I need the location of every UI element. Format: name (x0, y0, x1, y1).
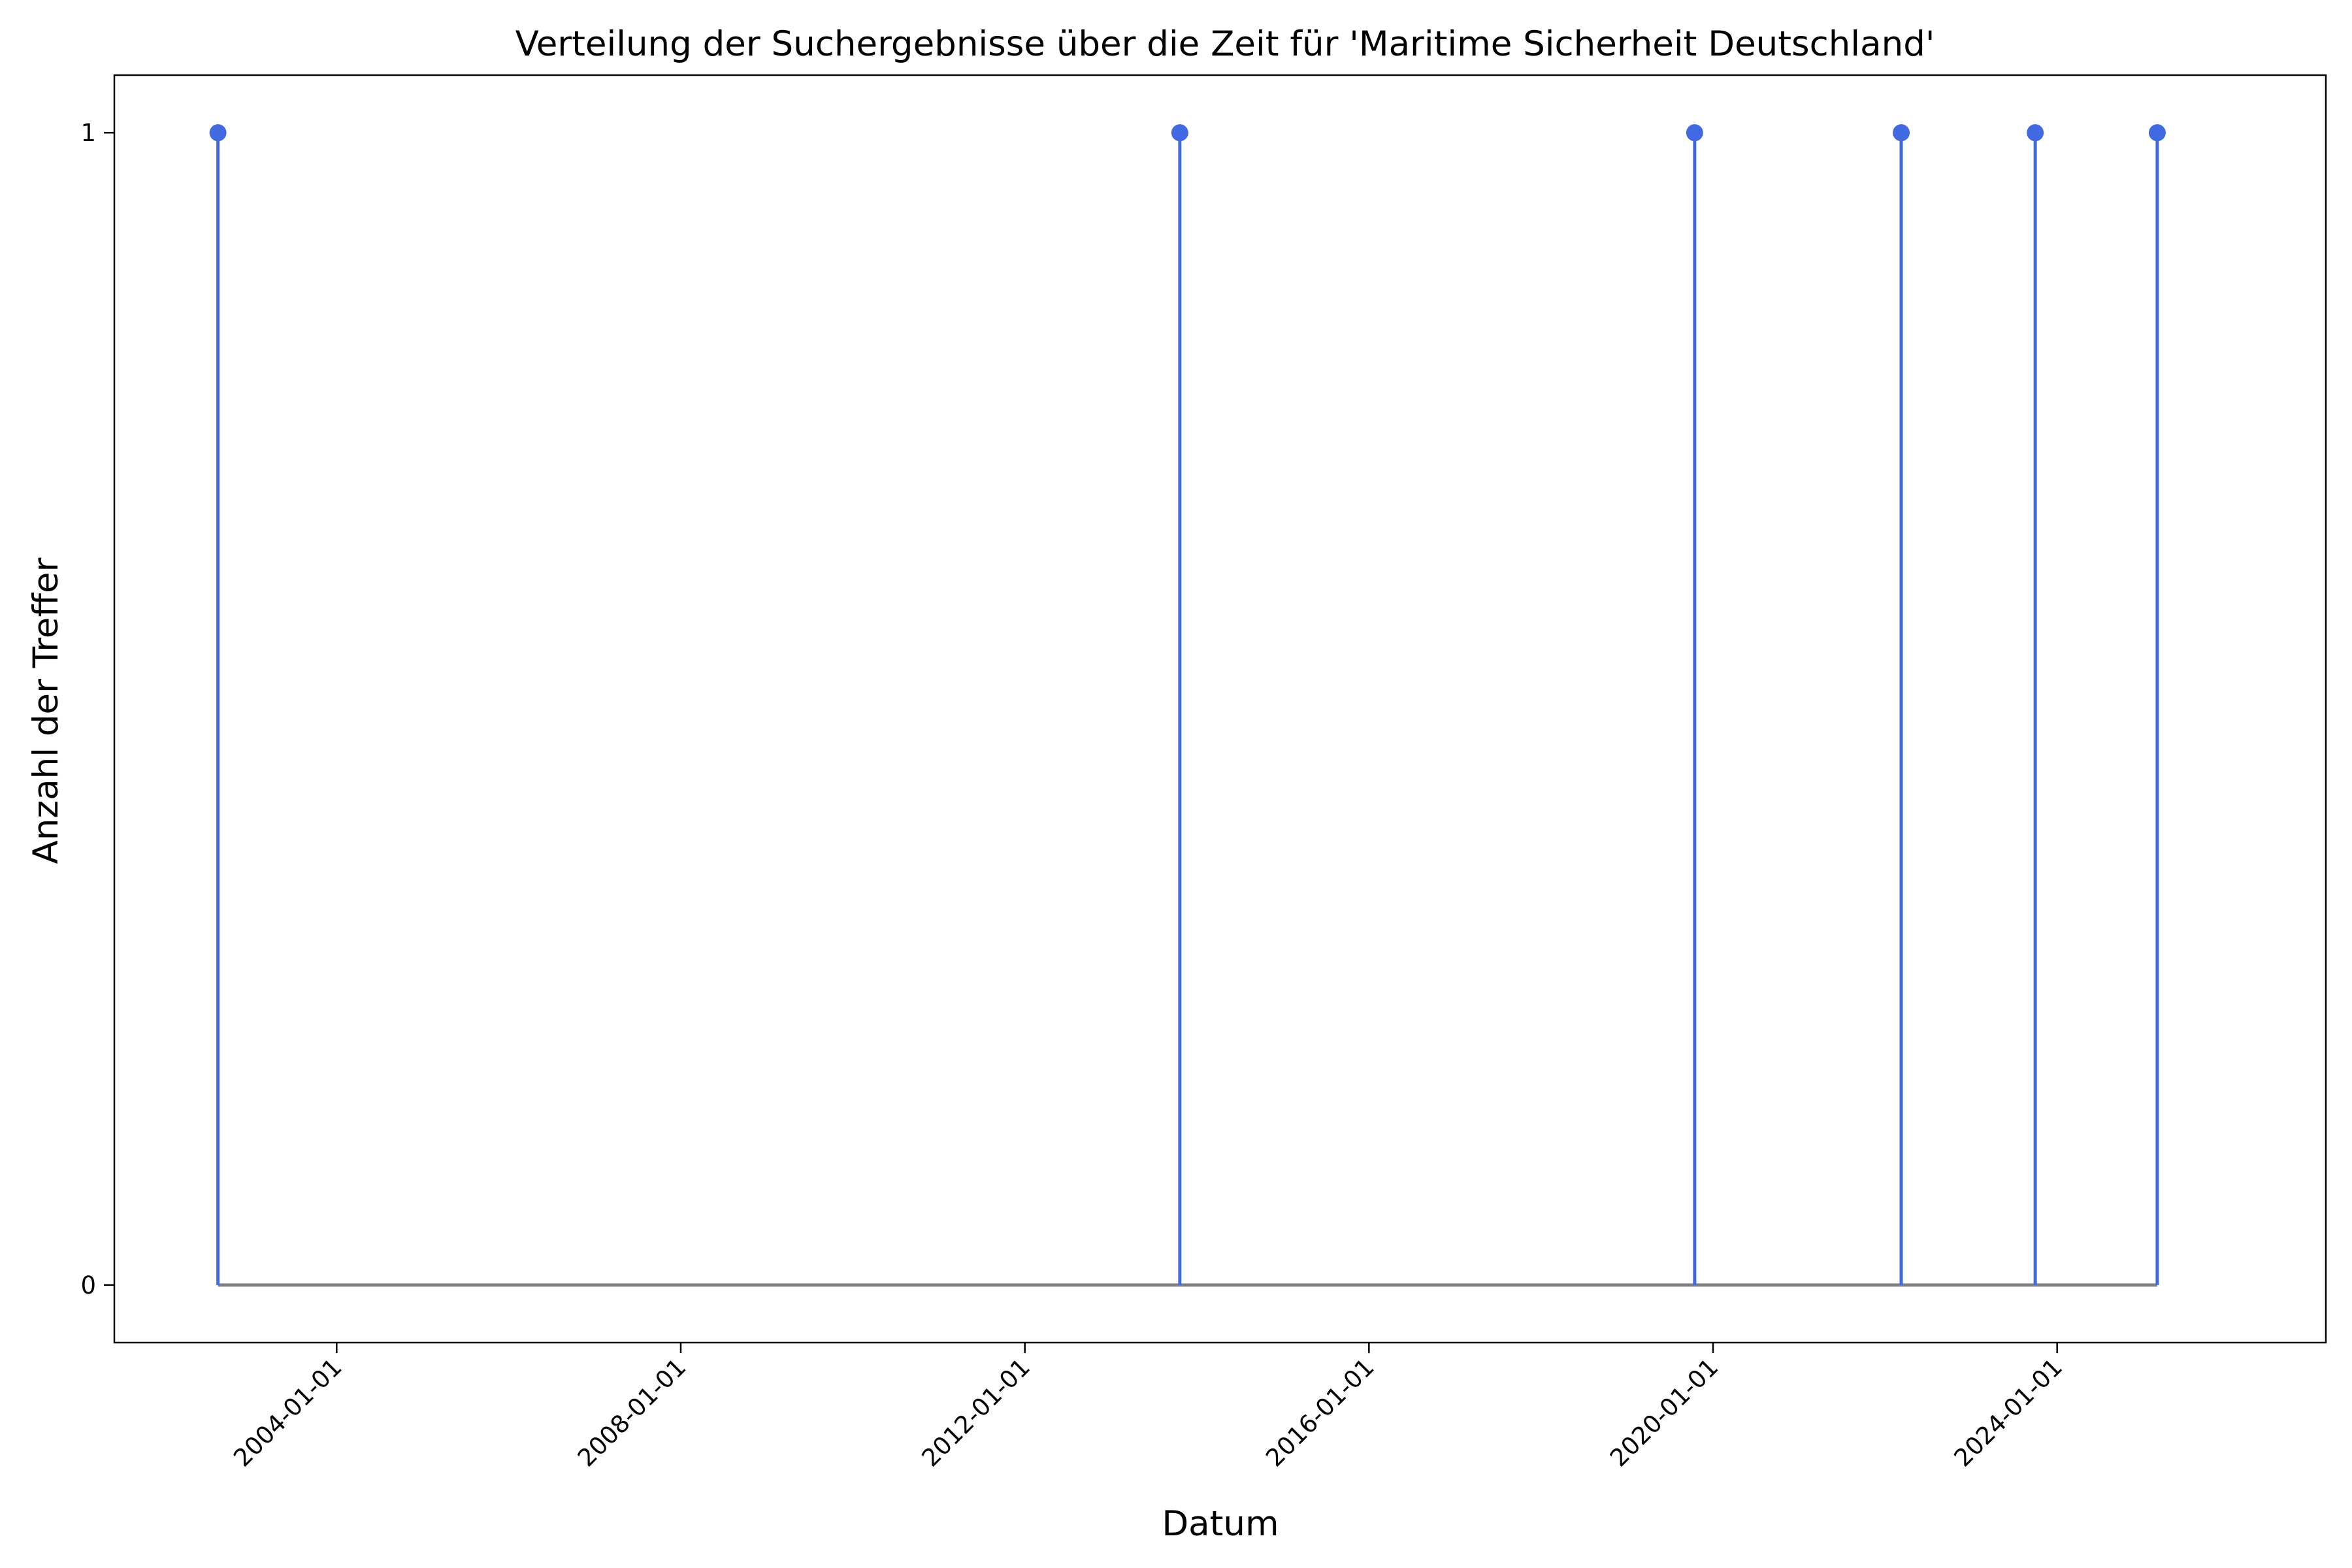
x-tick-label-5: 2020-01-01 (1605, 1353, 1723, 1472)
chart-title: Verteilung der Suchergebnisse über die Z… (515, 24, 1935, 64)
stem-marker-3 (1686, 124, 1703, 142)
y-tick-label-2: 1 (80, 119, 96, 147)
y-axis-label: Anzahl der Treffer (26, 557, 66, 864)
x-tick-label-6: 2024-01-01 (1949, 1353, 2068, 1472)
x-tick-label-2: 2008-01-01 (572, 1353, 691, 1472)
stem-marker-6 (2148, 124, 2166, 142)
stem-marker-5 (2027, 124, 2044, 142)
x-tick-label-3: 2012-01-01 (917, 1353, 1036, 1472)
y-tick-label-1: 0 (80, 1271, 96, 1299)
x-tick-label-4: 2016-01-01 (1260, 1353, 1379, 1472)
x-tick-label-1: 2004-01-01 (228, 1353, 347, 1472)
plot-area-frame (113, 74, 2327, 1344)
stem-marker-4 (1893, 124, 1910, 142)
stem-marker-2 (1171, 124, 1188, 142)
stem-marker-1 (209, 124, 227, 142)
x-axis-label: Datum (1162, 1504, 1279, 1544)
